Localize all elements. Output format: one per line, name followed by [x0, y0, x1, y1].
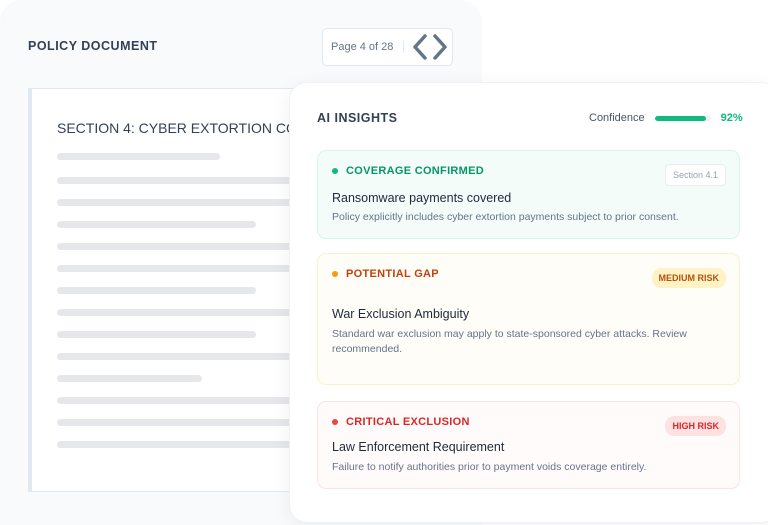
risk-badge: HIGH RISK: [665, 416, 726, 436]
insight-title: Law Enforcement Requirement: [332, 440, 505, 454]
insight-description: Policy explicitly includes cyber extorti…: [332, 211, 679, 223]
page-navigator: Page 4 of 28: [322, 28, 453, 66]
confidence-bar-fill: [654, 115, 707, 121]
next-page-button[interactable]: [430, 32, 450, 62]
chevron-left-icon: [413, 34, 428, 60]
insight-description: Standard war exclusion may apply to stat…: [332, 328, 687, 355]
insight-tag: COVERAGE CONFIRMED: [332, 165, 484, 177]
prev-page-button[interactable]: [410, 32, 430, 62]
section-reference-badge[interactable]: Section 4.1: [664, 164, 726, 186]
insights-title: AI INSIGHTS: [317, 111, 398, 125]
section-heading: SECTION 4: CYBER EXTORTION COVERAGE: [57, 120, 307, 136]
text-line: [57, 265, 307, 272]
confidence-meter: Confidence 92%: [589, 112, 743, 124]
text-line: [57, 309, 307, 316]
text-line: [57, 221, 256, 228]
document-page: SECTION 4: CYBER EXTORTION COVERAGE: [28, 88, 308, 492]
text-line: [57, 441, 307, 448]
text-line: [57, 199, 307, 206]
text-line: [57, 419, 307, 426]
confidence-bar: [654, 115, 711, 121]
insight-tag: CRITICAL EXCLUSION: [332, 416, 470, 428]
insight-tag: POTENTIAL GAP: [332, 268, 439, 280]
tag-label: POTENTIAL GAP: [346, 268, 439, 280]
text-line: [57, 353, 307, 360]
insight-description: Failure to notify authorities prior to p…: [332, 461, 647, 473]
insight-title: Ransomware payments covered: [332, 191, 512, 205]
confidence-label: Confidence: [589, 112, 645, 124]
text-line: [57, 331, 256, 338]
panel-title: POLICY DOCUMENT: [28, 39, 158, 53]
text-line: [57, 375, 202, 382]
insight-card-coverage[interactable]: COVERAGE CONFIRMED Section 4.1 Ransomwar…: [317, 150, 740, 239]
text-line: [57, 153, 220, 160]
page-indicator: Page 4 of 28: [331, 41, 394, 53]
tag-label: CRITICAL EXCLUSION: [346, 416, 470, 428]
insight-title: War Exclusion Ambiguity: [332, 307, 470, 321]
risk-badge: MEDIUM RISK: [651, 268, 726, 288]
status-dot-icon: [332, 419, 338, 425]
text-line: [57, 177, 307, 184]
status-dot-icon: [332, 271, 338, 277]
status-dot-icon: [332, 168, 338, 174]
divider: [403, 41, 405, 53]
insight-card-gap[interactable]: POTENTIAL GAP MEDIUM RISK War Exclusion …: [317, 253, 740, 385]
ai-insights-panel: AI INSIGHTS Confidence 92% COVERAGE CONF…: [289, 82, 768, 523]
tag-label: COVERAGE CONFIRMED: [346, 165, 485, 177]
text-line: [57, 397, 307, 404]
chevron-right-icon: [433, 34, 448, 60]
insight-card-exclusion[interactable]: CRITICAL EXCLUSION HIGH RISK Law Enforce…: [317, 401, 740, 489]
text-line: [57, 243, 307, 250]
text-line: [57, 287, 256, 294]
confidence-value: 92%: [720, 112, 743, 124]
